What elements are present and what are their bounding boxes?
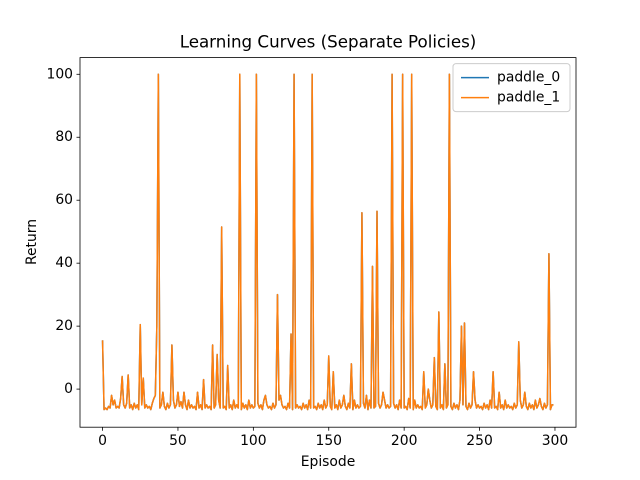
y-tick-label: 60 — [55, 192, 73, 208]
y-tick-label: 20 — [55, 318, 73, 334]
x-tick-label: 250 — [466, 433, 493, 449]
axes-frame — [79, 57, 577, 428]
series-line — [101, 73, 554, 411]
x-tick-label: 0 — [98, 433, 107, 449]
y-tick-label: 80 — [55, 129, 73, 145]
y-axis-label: Return — [24, 219, 40, 265]
chart-title: Learning Curves (Separate Policies) — [180, 32, 477, 52]
x-tick-label: 150 — [315, 433, 342, 449]
x-tick-label: 50 — [169, 433, 187, 449]
legend-label: paddle_0 — [497, 70, 560, 86]
x-tick-label: 300 — [542, 433, 569, 449]
x-tick-label: 100 — [240, 433, 267, 449]
y-tick-label: 100 — [46, 66, 73, 82]
legend-box — [452, 63, 571, 113]
x-axis-label: Episode — [301, 454, 356, 470]
x-tick-label: 200 — [391, 433, 418, 449]
legend-label: paddle_1 — [497, 90, 560, 106]
y-tick-label: 40 — [55, 255, 73, 271]
y-tick-label: 0 — [64, 381, 73, 397]
